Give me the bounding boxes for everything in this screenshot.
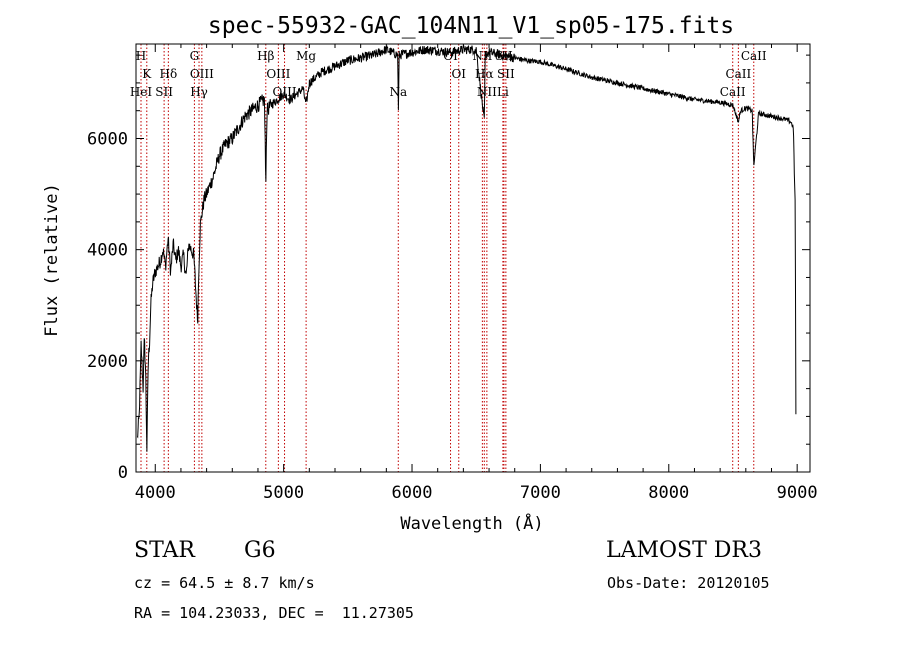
axes: 4000 5000 6000 7000 8000 9000 0 2000 4000 6000 xyxy=(87,43,818,503)
y-tick-label: 6000 xyxy=(87,129,128,149)
line-marker-label: Li xyxy=(497,85,509,99)
line-marker-label: NII xyxy=(477,85,497,99)
line-marker-label: OI xyxy=(451,67,466,81)
x-tick-label: 4000 xyxy=(135,483,176,503)
line-marker-label: CaII xyxy=(720,85,746,99)
survey-name: LAMOST DR3 xyxy=(606,538,762,563)
obs-date: Obs-Date: 20120105 xyxy=(607,574,770,592)
plot-frame xyxy=(135,43,811,473)
y-axis-label: Flux (relative) xyxy=(42,183,62,337)
line-marker-label: Hγ xyxy=(190,85,208,99)
object-class: STAR xyxy=(134,538,195,563)
line-marker-label: Hβ xyxy=(257,49,274,63)
x-tick-label: 7000 xyxy=(520,483,561,503)
x-tick-label: 6000 xyxy=(392,483,433,503)
line-marker-label: K xyxy=(142,67,152,81)
line-marker-label: Hδ xyxy=(160,67,178,81)
plot-area xyxy=(136,43,797,452)
y-tick-label: 2000 xyxy=(87,352,128,372)
x-tick-label: 8000 xyxy=(648,483,689,503)
x-tick-label: 9000 xyxy=(777,483,818,503)
chart-title: spec-55932-GAC_104N11_V1_sp05-175.fits xyxy=(208,13,734,39)
y-tick-label: 0 xyxy=(118,463,128,483)
spectrum-line xyxy=(136,43,797,452)
line-marker-label: CaII xyxy=(741,49,767,63)
x-tick-label: 5000 xyxy=(263,483,304,503)
y-tick-label: 4000 xyxy=(87,241,128,261)
line-marker-label: OIII xyxy=(266,67,290,81)
line-marker-label: Mg xyxy=(296,49,316,63)
object-subclass: G6 xyxy=(244,538,276,563)
redshift-readout: cz = 64.5 ± 8.7 km/s xyxy=(134,574,315,592)
line-marker-label: HeI xyxy=(130,85,153,99)
line-marker-label: SII xyxy=(497,67,515,81)
line-marker-label: OIII xyxy=(190,67,214,81)
line-marker-label: CaII xyxy=(725,67,751,81)
coordinates: RA = 104.23033, DEC = 11.27305 xyxy=(134,604,414,622)
line-marker-label: G xyxy=(190,49,200,63)
line-marker-label: SII xyxy=(155,85,173,99)
x-axis-label: Wavelength (Å) xyxy=(400,512,543,534)
